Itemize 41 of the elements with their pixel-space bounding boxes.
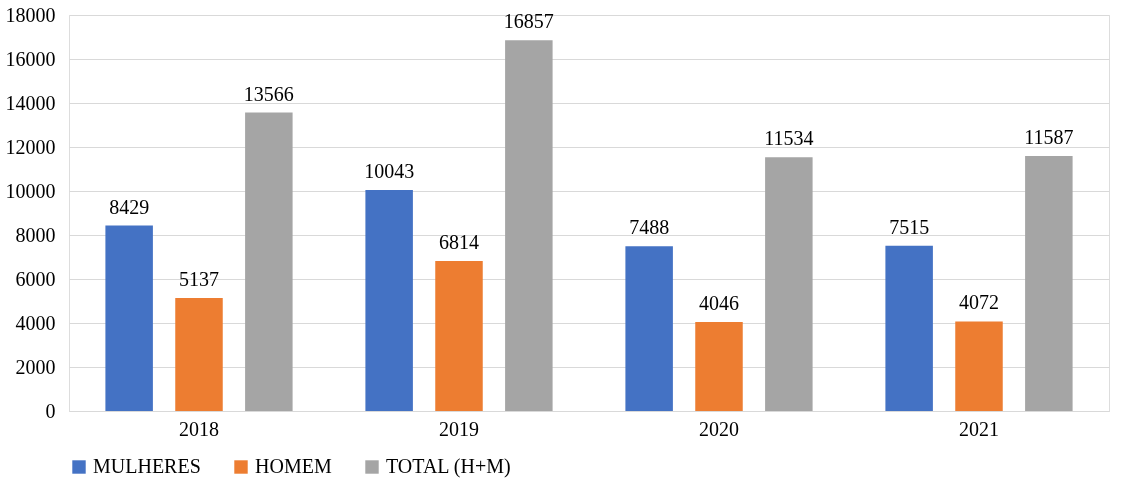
y-tick-label: 4000 — [15, 311, 56, 334]
bar — [885, 245, 933, 411]
data-label: 5137 — [179, 267, 219, 290]
x-tick-label: 2018 — [179, 417, 219, 440]
bar — [365, 190, 413, 411]
bar — [105, 225, 153, 411]
bar — [765, 157, 813, 411]
data-label: 4046 — [699, 291, 739, 314]
y-tick-label: 16000 — [5, 47, 56, 70]
y-tick-label: 14000 — [5, 91, 56, 114]
data-label: 7488 — [629, 216, 670, 239]
bar — [1025, 156, 1073, 411]
data-label: 10043 — [364, 160, 415, 183]
legend-label: MULHERES — [93, 455, 201, 477]
y-tick-label: 0 — [45, 399, 56, 422]
bar — [695, 321, 743, 411]
bar — [435, 261, 483, 411]
legend-label: TOTAL (H+M) — [386, 455, 511, 478]
bar — [245, 112, 293, 411]
x-tick-label: 2019 — [439, 417, 479, 440]
bar — [955, 321, 1003, 411]
data-label: 8429 — [109, 195, 150, 218]
data-label: 11534 — [764, 127, 814, 150]
x-tick-label: 2020 — [699, 417, 739, 440]
bar — [175, 297, 223, 411]
y-tick-label: 10000 — [5, 179, 56, 202]
y-tick-label: 8000 — [15, 223, 56, 246]
x-tick-label: 2021 — [959, 417, 999, 440]
data-label: 11587 — [1024, 126, 1074, 149]
bar — [625, 246, 673, 411]
data-label: 7515 — [889, 215, 930, 238]
data-label: 16857 — [503, 10, 554, 33]
y-tick-label: 18000 — [5, 3, 56, 26]
data-label: 4072 — [959, 291, 999, 314]
y-tick-label: 12000 — [5, 135, 56, 158]
legend-label: HOMEM — [255, 455, 332, 477]
data-label: 13566 — [243, 82, 294, 105]
bar — [505, 40, 553, 411]
data-label: 6814 — [439, 231, 479, 254]
y-tick-label: 2000 — [15, 355, 56, 378]
y-tick-label: 6000 — [15, 267, 56, 290]
